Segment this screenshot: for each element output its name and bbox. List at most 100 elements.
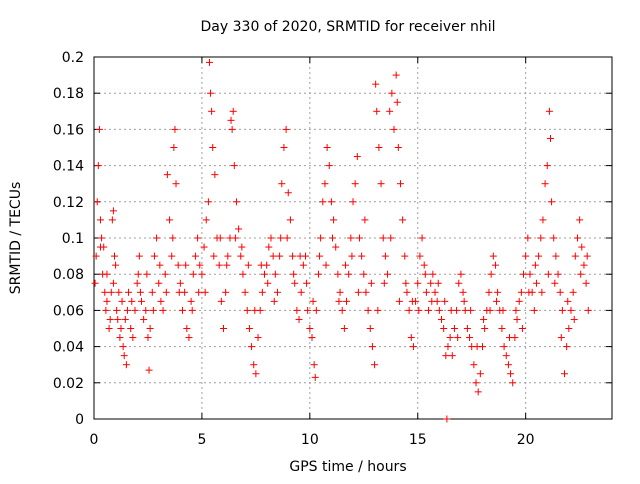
data-point [205, 58, 213, 66]
data-point [374, 306, 382, 314]
data-point [111, 252, 119, 260]
data-points [91, 58, 592, 423]
data-point [362, 288, 370, 296]
data-point [564, 297, 572, 305]
data-point [384, 270, 392, 278]
data-point [216, 234, 224, 242]
data-point [509, 379, 517, 387]
data-point [355, 234, 363, 242]
data-point [174, 261, 182, 269]
data-point [113, 306, 121, 314]
data-point [474, 388, 482, 396]
data-point [200, 243, 208, 251]
data-point [109, 279, 117, 287]
data-point [273, 288, 281, 296]
data-point [131, 306, 139, 314]
data-point [222, 288, 230, 296]
x-tick-label: 10 [301, 432, 319, 448]
data-point [182, 261, 190, 269]
data-point [125, 288, 133, 296]
data-point [577, 270, 585, 278]
data-point [541, 180, 549, 188]
y-tick-label: 0.08 [53, 267, 84, 283]
data-point [421, 270, 429, 278]
data-point [476, 370, 484, 378]
data-point [215, 261, 223, 269]
data-point [447, 306, 455, 314]
data-point [446, 334, 454, 342]
data-point [517, 288, 525, 296]
data-point [415, 306, 423, 314]
data-point [98, 234, 106, 242]
data-point [183, 325, 191, 332]
data-point [522, 252, 530, 260]
data-point [211, 171, 219, 179]
x-tick-label: 20 [517, 432, 535, 448]
data-point [321, 180, 329, 188]
data-point [338, 306, 346, 314]
data-point [96, 243, 104, 251]
data-point [427, 279, 435, 287]
data-point [454, 334, 462, 342]
data-point [133, 279, 141, 287]
data-point [434, 279, 442, 287]
data-point [103, 270, 111, 278]
data-point [304, 306, 312, 314]
data-point [561, 370, 569, 378]
data-point [567, 306, 575, 314]
y-tick-label: 0.1 [62, 231, 84, 247]
data-point [128, 297, 136, 305]
data-point [232, 198, 240, 206]
data-point [245, 325, 253, 332]
data-point [375, 144, 383, 151]
data-point [428, 297, 436, 305]
data-point [407, 334, 415, 342]
data-point [145, 366, 153, 374]
data-point [466, 334, 474, 342]
data-point [108, 216, 116, 224]
data-point [498, 325, 506, 332]
data-point [169, 234, 177, 242]
data-point [258, 288, 266, 296]
data-point [440, 325, 448, 332]
data-point [371, 361, 379, 369]
data-point [248, 343, 256, 351]
data-point [161, 270, 169, 278]
data-point [569, 288, 577, 296]
data-point [308, 334, 316, 342]
data-point [330, 216, 338, 224]
data-point [537, 234, 545, 242]
data-point [231, 234, 239, 242]
data-point [290, 270, 298, 278]
data-point [386, 107, 394, 115]
data-point [187, 297, 195, 305]
data-point [223, 261, 231, 269]
data-point [366, 325, 374, 332]
data-point [576, 216, 584, 224]
data-point [257, 261, 265, 269]
data-point [114, 315, 122, 323]
data-point [578, 243, 586, 251]
data-point [144, 334, 152, 342]
data-point [134, 270, 142, 278]
data-point [481, 325, 489, 332]
data-point [149, 306, 157, 314]
data-point [493, 297, 501, 305]
x-axis-label: GPS time / hours [289, 459, 406, 475]
y-tick-label: 0.12 [53, 195, 84, 211]
data-point [347, 234, 355, 242]
data-point [467, 306, 475, 314]
data-point [327, 198, 335, 206]
data-point [507, 370, 515, 378]
data-point [284, 189, 292, 197]
data-point [96, 216, 104, 224]
data-point [251, 306, 259, 314]
data-point [539, 216, 547, 224]
data-point [220, 325, 227, 332]
data-point [210, 252, 218, 260]
data-point [354, 288, 362, 296]
data-point [207, 89, 215, 97]
data-point [250, 361, 258, 369]
data-point [543, 162, 551, 170]
data-point [191, 252, 199, 260]
